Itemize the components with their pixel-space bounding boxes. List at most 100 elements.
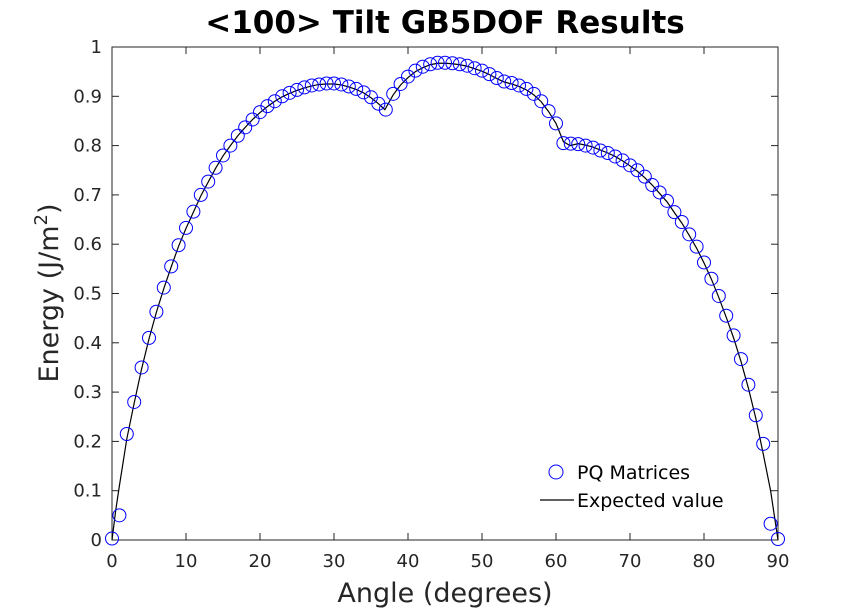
data-point: [741, 377, 756, 392]
data-point: [253, 105, 267, 120]
data-point: [652, 185, 667, 200]
data-point: [415, 59, 430, 74]
data-point: [534, 94, 549, 109]
plot-area: 0 0.1 0.2 0.3 0.4 0.5 0.6 0.7 0.8 0.9 1 0 10 20 30 40 5…: [73, 37, 789, 572]
y-tick-label: 0: [91, 530, 102, 551]
y-axis-label: Energy (J/m2): [31, 203, 65, 382]
data-point: [512, 78, 526, 93]
axes-box: [111, 46, 779, 541]
data-point: [438, 55, 452, 70]
data-point: [349, 81, 364, 96]
data-point: [193, 187, 208, 202]
data-point: [526, 86, 541, 101]
x-tick-label: 70: [619, 551, 642, 572]
data-point: [341, 79, 356, 94]
data-point: [660, 193, 674, 208]
x-tick-label: 20: [249, 551, 272, 572]
data-point: [482, 67, 497, 82]
data-point: [734, 352, 748, 367]
data-point: [445, 56, 460, 71]
data-point: [334, 77, 349, 92]
data-point: [105, 531, 119, 546]
data-point: [127, 394, 142, 409]
data-point: [112, 508, 127, 523]
data-point: [556, 136, 571, 151]
data-point: [408, 63, 423, 78]
data-point: [608, 149, 623, 164]
y-tick-label: 0.6: [73, 234, 102, 255]
data-point: [386, 86, 401, 101]
data-point: [571, 137, 586, 152]
y-tick-label: 1: [91, 37, 102, 58]
data-point: [356, 85, 371, 100]
x-axis-ticks: 0 10 20 30 40 50 60 70 80 90: [106, 47, 789, 572]
x-tick-label: 50: [471, 551, 494, 572]
data-point: [430, 55, 445, 70]
data-point: [704, 271, 719, 286]
data-point: [267, 94, 282, 109]
chart-title: <100> Tilt GB5DOF Results: [205, 5, 684, 41]
y-tick-label: 0.4: [73, 333, 102, 354]
x-tick-label: 40: [397, 551, 420, 572]
data-point: [578, 138, 593, 153]
data-point: [245, 112, 260, 127]
data-point: [497, 74, 512, 89]
data-point: [179, 220, 193, 235]
y-tick-label: 0.7: [73, 185, 102, 206]
data-point: [216, 148, 230, 163]
legend-label-expected-value: Expected value: [577, 490, 724, 512]
data-point: [186, 204, 201, 219]
data-point: [593, 143, 608, 158]
y-axis-ticks: 0 0.1 0.2 0.3 0.4 0.5 0.6 0.7 0.8 0.9 1: [73, 37, 778, 551]
data-point: [674, 215, 689, 230]
data-point: [623, 158, 637, 173]
series-markers-pq-matrices: [105, 55, 785, 547]
data-point: [711, 288, 726, 303]
data-point: [489, 71, 504, 86]
y-axis-label-close: ): [34, 203, 65, 214]
data-point: [230, 128, 245, 143]
data-point: [171, 238, 186, 253]
data-point: [297, 80, 312, 95]
x-tick-label: 10: [175, 551, 198, 572]
legend-label-pq-matrices: PQ Matrices: [577, 462, 690, 484]
data-point: [275, 89, 290, 104]
data-point: [156, 280, 171, 295]
y-tick-label: 0.2: [73, 431, 102, 452]
data-point: [763, 516, 778, 531]
x-tick-label: 30: [323, 551, 346, 572]
series-line-expected-value: [111, 62, 779, 541]
y-tick-label: 0.1: [73, 481, 102, 502]
data-point: [615, 153, 630, 168]
data-point: [371, 96, 386, 111]
data-point: [541, 104, 556, 119]
data-point: [726, 328, 741, 343]
data-point: [586, 140, 600, 155]
x-axis-label: Angle (degrees): [337, 578, 552, 609]
x-tick-label: 0: [106, 551, 117, 572]
data-point: [201, 174, 216, 189]
y-tick-label: 0.8: [73, 136, 102, 157]
legend-marker-pq-matrices: [548, 464, 564, 480]
data-point: [549, 116, 563, 131]
y-tick-label: 0.5: [73, 284, 102, 305]
data-point: [467, 61, 482, 76]
data-point: [519, 81, 534, 96]
data-point: [756, 436, 771, 451]
data-point: [460, 58, 475, 73]
data-point: [423, 57, 438, 72]
data-point: [312, 77, 327, 92]
x-tick-label: 60: [545, 551, 568, 572]
data-point: [401, 69, 415, 84]
data-point: [327, 76, 341, 91]
data-point: [637, 169, 652, 184]
data-point: [682, 227, 697, 242]
data-point: [475, 63, 489, 78]
data-point: [697, 255, 711, 270]
data-point: [142, 330, 156, 345]
y-tick-label: 0.3: [73, 382, 102, 403]
data-point: [667, 205, 682, 220]
data-point: [304, 78, 319, 93]
data-point: [378, 102, 393, 117]
